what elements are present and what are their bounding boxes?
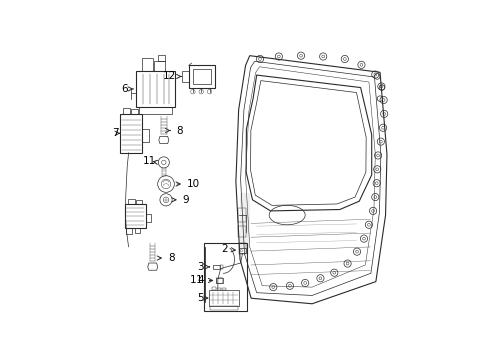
Bar xyxy=(128,199,135,204)
Bar xyxy=(131,109,138,114)
Text: 11: 11 xyxy=(143,156,158,166)
Bar xyxy=(193,69,211,84)
Text: 8: 8 xyxy=(166,126,183,135)
Text: 1: 1 xyxy=(190,275,196,285)
Bar xyxy=(189,66,215,87)
Bar xyxy=(154,61,165,71)
Text: 5: 5 xyxy=(197,293,208,303)
Bar xyxy=(217,278,222,283)
Text: 3: 3 xyxy=(197,262,209,272)
Bar xyxy=(238,208,246,222)
Bar xyxy=(125,204,146,228)
Bar xyxy=(213,265,220,269)
Bar xyxy=(146,214,151,222)
Text: 2: 2 xyxy=(221,244,235,254)
Bar xyxy=(212,287,216,291)
Bar xyxy=(217,288,220,291)
Text: 9: 9 xyxy=(172,195,189,205)
Bar xyxy=(182,71,189,82)
Bar xyxy=(142,58,153,71)
Text: 1: 1 xyxy=(196,275,202,285)
Bar xyxy=(135,228,140,233)
Bar xyxy=(123,108,130,114)
Text: 6: 6 xyxy=(121,84,133,94)
Bar xyxy=(136,71,175,107)
Text: 10: 10 xyxy=(176,179,200,189)
Bar xyxy=(239,243,245,254)
Bar xyxy=(239,248,246,253)
Bar xyxy=(222,288,225,291)
Bar xyxy=(204,243,247,311)
Text: 12: 12 xyxy=(162,72,181,81)
Bar xyxy=(209,291,240,306)
Bar xyxy=(143,129,148,141)
Bar xyxy=(220,265,222,269)
Text: 8: 8 xyxy=(157,253,174,263)
Text: 7: 7 xyxy=(113,128,119,138)
Text: 4: 4 xyxy=(197,275,213,285)
Bar xyxy=(158,55,165,61)
Bar xyxy=(238,226,246,237)
Bar xyxy=(139,107,172,114)
Bar xyxy=(210,306,238,310)
Bar xyxy=(126,228,132,234)
Bar xyxy=(120,114,143,153)
Bar xyxy=(136,200,142,204)
